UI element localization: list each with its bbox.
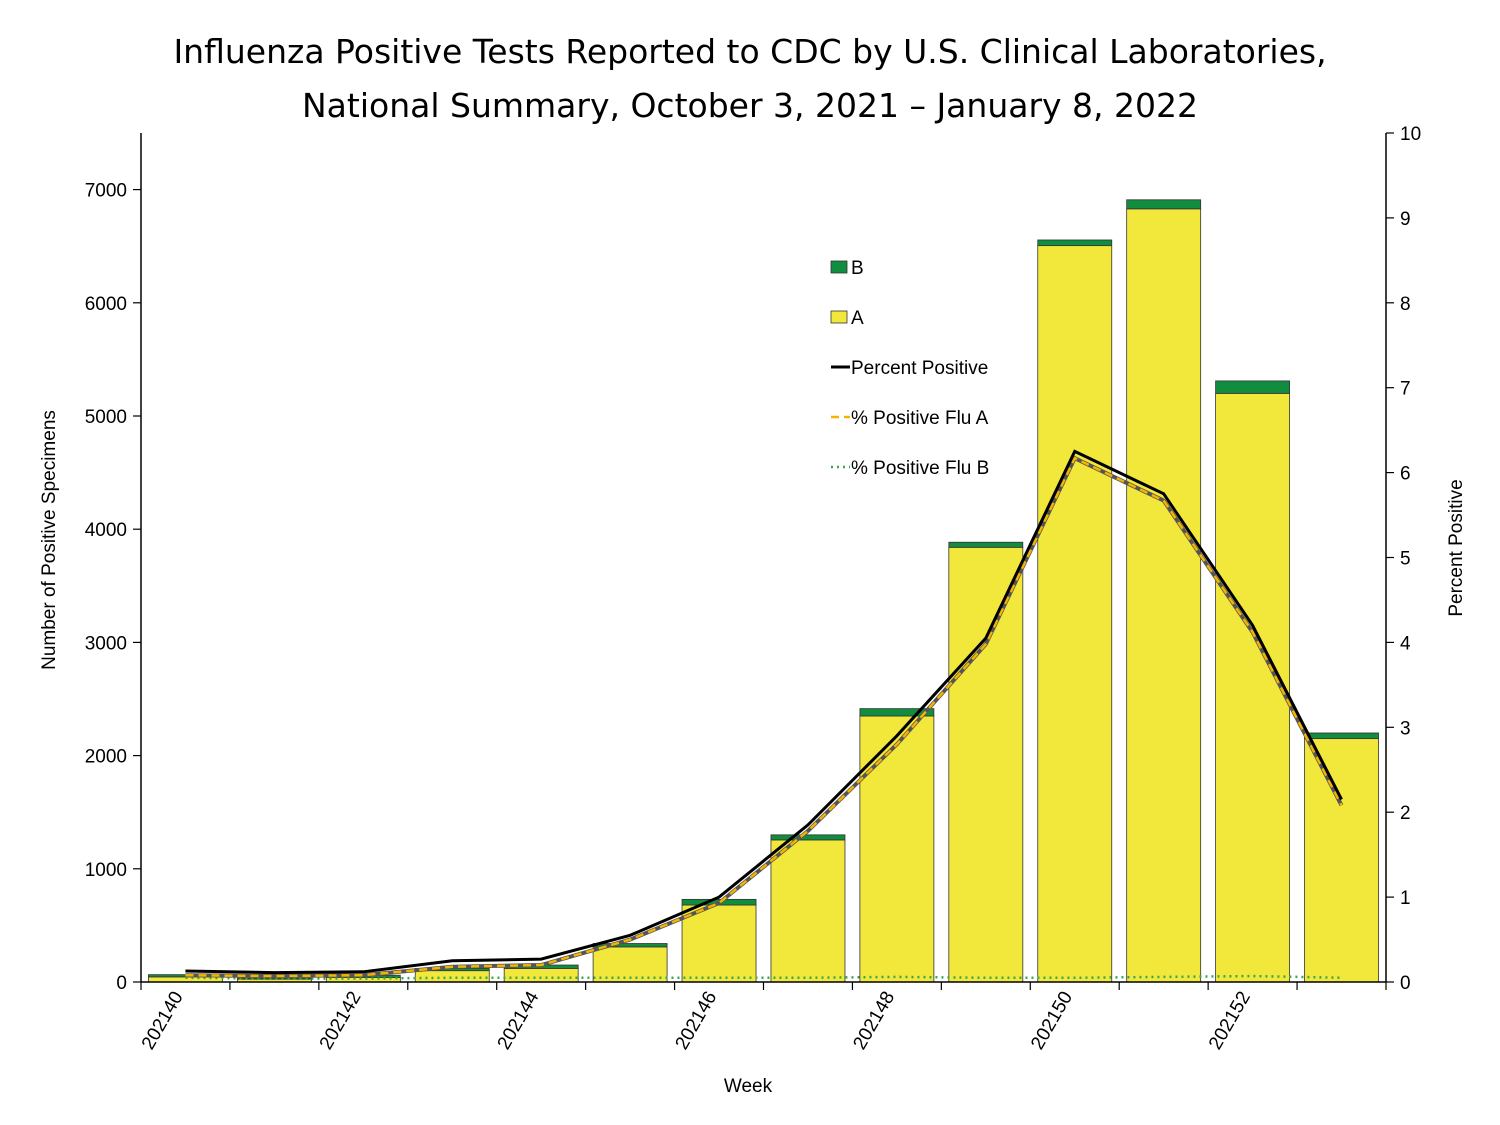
legend-label-positive-flu-a: % Positive Flu A xyxy=(851,408,989,429)
y-right-tick-label-6: 6 xyxy=(1400,464,1411,485)
bar-a-202152 xyxy=(1215,392,1291,983)
line-positive-flu-a xyxy=(185,456,1343,978)
y-right-tick-label-7: 7 xyxy=(1400,379,1411,400)
bar-a-202149 xyxy=(948,546,1024,983)
chart-title-line-2: National Summary, October 3, 2021 – Janu… xyxy=(302,86,1198,125)
bar-a-202145 xyxy=(592,946,668,983)
y-right-tick-label-9: 9 xyxy=(1400,209,1411,230)
bar-b-202152 xyxy=(1215,380,1291,394)
y-right-tick-label-10: 10 xyxy=(1400,124,1421,145)
bar-a-202151 xyxy=(1126,208,1202,983)
y-right-tick-label-1: 1 xyxy=(1400,888,1411,909)
chart-title-line-1: Influenza Positive Tests Reported to CDC… xyxy=(173,32,1327,71)
y-left-tick-label-1000: 1000 xyxy=(85,860,127,881)
bar-b-202201 xyxy=(1304,732,1379,740)
y-right-tick-label-3: 3 xyxy=(1400,718,1411,739)
y-right-tick-label-8: 8 xyxy=(1400,294,1411,315)
legend-label-b: B xyxy=(851,258,864,279)
y-right-tick-label-0: 0 xyxy=(1400,973,1411,994)
bar-a-202147 xyxy=(770,839,846,983)
x-tick-label-202148: 202148 xyxy=(849,988,899,1053)
bar-a-202144 xyxy=(503,968,579,983)
bar-a-202150 xyxy=(1037,245,1113,983)
line-percent-positive xyxy=(185,449,1343,975)
y-left-tick-label-5000: 5000 xyxy=(85,407,127,428)
y-axis-left-title: Number of Positive Specimens xyxy=(39,410,60,670)
y-right-tick-label-4: 4 xyxy=(1400,633,1411,654)
y-left-tick-label-7000: 7000 xyxy=(85,181,127,202)
bar-a-202201 xyxy=(1304,738,1379,983)
legend-swatch-b xyxy=(830,260,848,274)
y-right-tick-label-5: 5 xyxy=(1400,549,1411,570)
x-tick-label-202140: 202140 xyxy=(138,988,188,1053)
x-tick-label-202152: 202152 xyxy=(1205,988,1255,1053)
bar-a-202146 xyxy=(681,904,757,983)
legend-label-positive-flu-b: % Positive Flu B xyxy=(851,458,989,479)
y-left-tick-label-3000: 3000 xyxy=(85,633,127,654)
y-right-tick-label-2: 2 xyxy=(1400,803,1411,824)
bar-b-202147 xyxy=(770,834,846,841)
bar-b-202149 xyxy=(948,541,1024,548)
legend: B A Percent Positive % Positive Flu A % Posi… xyxy=(830,258,989,479)
x-tick-label-202146: 202146 xyxy=(671,988,721,1053)
bar-b-202151 xyxy=(1126,199,1202,210)
x-tick-label-202144: 202144 xyxy=(494,988,544,1054)
lines-layer xyxy=(185,449,1344,980)
bar-a-202143 xyxy=(414,970,490,983)
bar-a-202148 xyxy=(859,715,935,983)
x-axis-title: Week xyxy=(724,1076,773,1097)
legend-label-percent-positive: Percent Positive xyxy=(851,358,988,379)
line-positive-flu-b xyxy=(185,974,1342,980)
bar-b-202150 xyxy=(1037,239,1113,247)
y-axis-right-title: Percent Positive xyxy=(1446,479,1467,616)
y-left-tick-label-4000: 4000 xyxy=(85,520,127,541)
y-left-tick-label-2000: 2000 xyxy=(85,747,127,768)
y-left-tick-label-6000: 6000 xyxy=(85,294,127,315)
x-tick-label-202150: 202150 xyxy=(1027,988,1077,1053)
y-left-tick-label-0: 0 xyxy=(116,973,127,994)
legend-swatch-a xyxy=(830,310,848,324)
x-tick-label-202142: 202142 xyxy=(316,988,366,1053)
legend-label-a: A xyxy=(851,308,864,329)
bars-layer xyxy=(148,199,1379,983)
bar-b-202148 xyxy=(859,708,935,717)
